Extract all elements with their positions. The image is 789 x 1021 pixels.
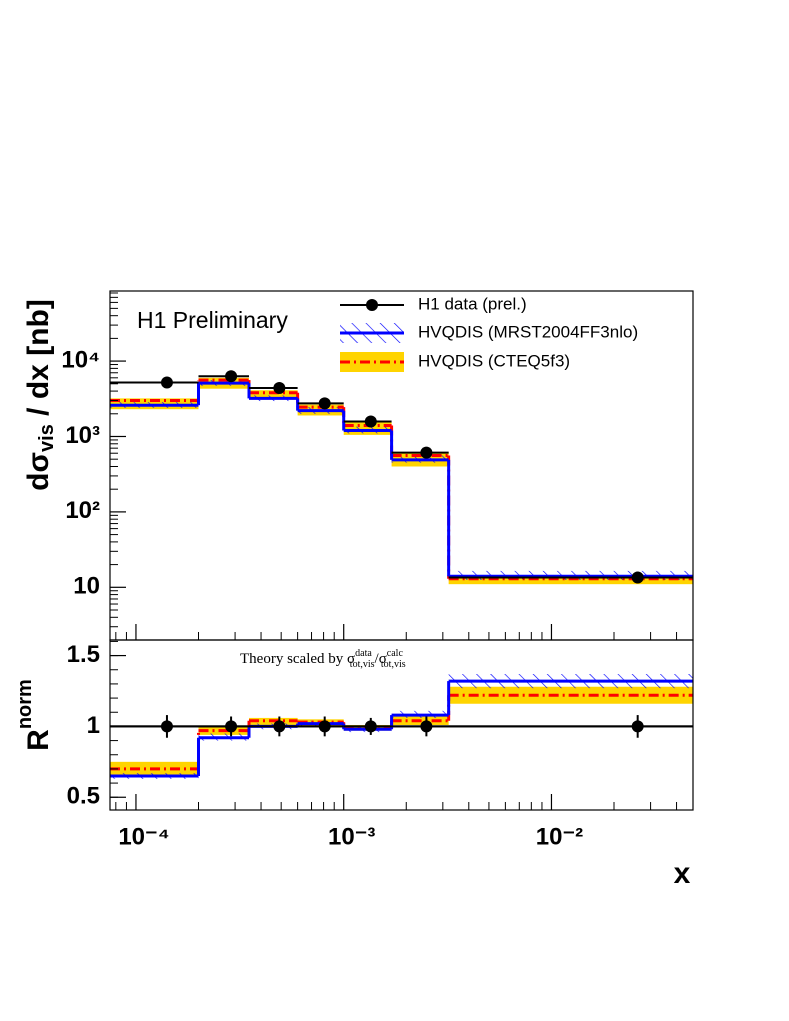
data-point	[160, 376, 173, 389]
annotation-den-sub: tot,vis	[381, 659, 406, 670]
annotation-text: Theory scaled by σ	[240, 651, 355, 667]
data-point	[273, 381, 286, 394]
y-tick-label: 1	[87, 712, 100, 739]
data-point	[318, 397, 331, 410]
y-tick-label: 10	[73, 573, 100, 600]
y-tick-label: 0.5	[67, 783, 100, 810]
bottom-frame	[109, 639, 694, 811]
chart-title: H1 Preliminary	[137, 307, 288, 333]
legend-label: HVQDIS (CTEQ5f3)	[418, 351, 570, 370]
data-point	[420, 720, 433, 733]
y-label-rest: / dx [nb]	[22, 299, 55, 424]
annotation-den-sup: calc	[387, 648, 404, 659]
data-point	[364, 720, 377, 733]
legend-label: HVQDIS (MRST2004FF3nlo)	[418, 322, 638, 341]
y-label-sub: vis	[36, 424, 58, 452]
data-point	[420, 446, 433, 459]
y-label-main: dσ	[22, 452, 55, 491]
ratio-label-sup: norm	[14, 679, 36, 729]
data-point	[631, 571, 644, 584]
panel	[110, 370, 693, 585]
legend-swatch	[340, 352, 404, 372]
x-axis-label: x	[674, 857, 691, 890]
ratio-axis-label: Rnorm	[14, 679, 55, 751]
legend-marker	[366, 299, 378, 311]
ratio-label-main: R	[22, 729, 55, 751]
y-tick-label: 10³	[65, 422, 100, 449]
plot-layer	[110, 370, 693, 779]
y-tick-label: 1.5	[67, 641, 100, 668]
data-point	[631, 720, 644, 733]
uncertainty-band	[248, 390, 298, 400]
x-tick-label: 10⁻²	[536, 823, 583, 850]
annotation-slash: /σ	[375, 651, 387, 667]
y-tick-label: 10²	[65, 497, 100, 524]
y-axis-label: dσvis / dx [nb]	[22, 299, 58, 491]
y-tick-label: 10⁴	[61, 346, 100, 373]
x-tick-label: 10⁻³	[328, 823, 375, 850]
panel	[110, 674, 693, 779]
data-point	[318, 720, 331, 733]
annotation-num-sup: data	[355, 648, 372, 659]
data-point	[364, 415, 377, 428]
annotation: Theory scaled by σdata tot,vis/σcalc tot,v…	[240, 648, 406, 670]
data-point	[225, 720, 238, 733]
legend-label: H1 data (prel.)	[418, 294, 527, 313]
annotation-num-sub: tot,vis	[350, 659, 375, 670]
data-point	[225, 370, 238, 383]
data-point	[273, 720, 286, 733]
x-tick-label: 10⁻⁴	[118, 823, 169, 850]
data-point	[160, 720, 173, 733]
